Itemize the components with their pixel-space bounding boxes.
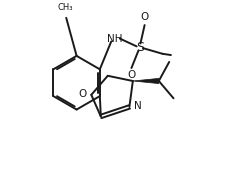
- Text: CH₃: CH₃: [58, 3, 73, 12]
- Text: NH: NH: [107, 34, 122, 45]
- Text: S: S: [136, 41, 144, 54]
- Text: O: O: [141, 12, 149, 23]
- Text: O: O: [127, 70, 135, 80]
- Text: O: O: [79, 89, 87, 99]
- Polygon shape: [133, 78, 159, 84]
- Text: N: N: [134, 101, 141, 111]
